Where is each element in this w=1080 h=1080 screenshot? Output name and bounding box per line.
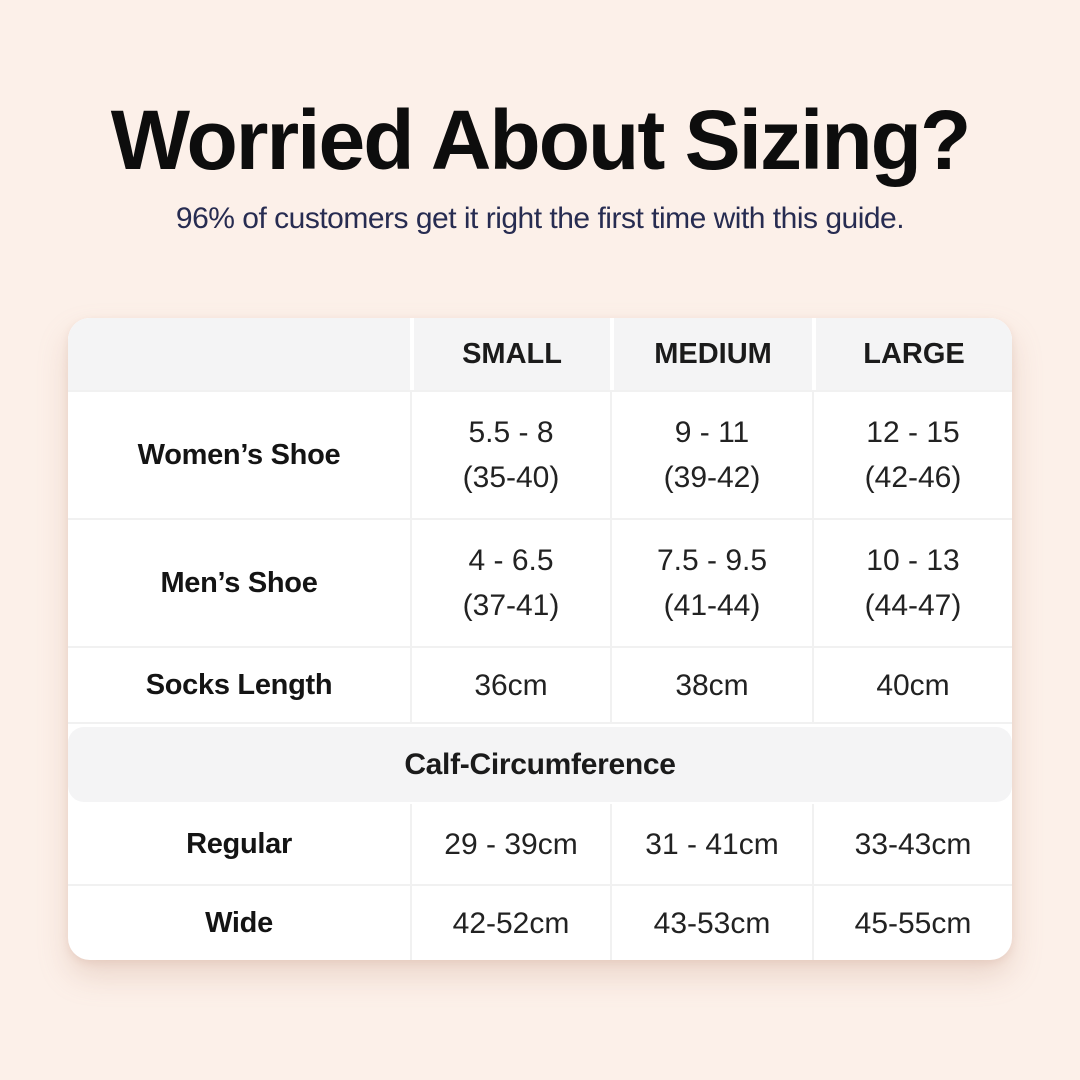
header-cell-empty [68, 318, 410, 390]
table-cell: 4 - 6.5 (37-41) [410, 520, 610, 646]
socks-length-value: 38cm [675, 668, 749, 702]
size-table: SMALL MEDIUM LARGE Women’s Shoe 5.5 - 8 … [68, 318, 1012, 960]
shoe-size-eu: (35-40) [462, 461, 560, 494]
calf-range-value: 31 - 41cm [645, 827, 779, 861]
row-label: Men’s Shoe [160, 566, 318, 599]
table-cell: 9 - 11 (39-42) [610, 392, 812, 518]
shoe-size-us: 7.5 - 9.5 [656, 544, 768, 577]
size-table-header-row: SMALL MEDIUM LARGE [68, 318, 1012, 390]
table-cell: 7.5 - 9.5 (41-44) [610, 520, 812, 646]
section-band-wrap: Calf-Circumference [68, 722, 1012, 804]
socks-length-value: 36cm [474, 668, 548, 702]
table-cell: 45-55cm [812, 886, 1012, 960]
calf-range-value: 33-43cm [854, 827, 972, 861]
table-cell: 33-43cm [812, 804, 1012, 884]
table-row-socks-length: Socks Length 36cm 38cm 40cm [68, 646, 1012, 722]
table-row-wide: Wide 42-52cm 43-53cm 45-55cm [68, 884, 1012, 960]
page-subtitle: 96% of customers get it right the first … [175, 202, 905, 236]
socks-length-value: 40cm [876, 668, 950, 702]
shoe-size-eu: (37-41) [462, 589, 560, 622]
calf-range-value: 45-55cm [854, 906, 972, 940]
header-cell-medium: MEDIUM [610, 318, 812, 390]
row-label: Wide [205, 906, 273, 939]
table-cell: 42-52cm [410, 886, 610, 960]
shoe-size-eu: (41-44) [663, 589, 761, 622]
shoe-size-us: 10 - 13 [866, 544, 960, 577]
table-cell: 12 - 15 (42-46) [812, 392, 1012, 518]
shoe-size-us: 5.5 - 8 [468, 416, 554, 449]
shoe-size-us: 12 - 15 [866, 416, 960, 449]
table-cell: 38cm [610, 648, 812, 722]
table-cell: 5.5 - 8 (35-40) [410, 392, 610, 518]
hero-section: Worried About Sizing? 96% of customers g… [0, 0, 1080, 236]
shoe-size-eu: (39-42) [663, 461, 761, 494]
calf-range-value: 29 - 39cm [444, 827, 578, 861]
table-cell: 36cm [410, 648, 610, 722]
calf-range-value: 43-53cm [653, 906, 771, 940]
row-label: Regular [186, 827, 292, 860]
row-label: Women’s Shoe [137, 438, 341, 471]
shoe-size-us: 9 - 11 [674, 416, 750, 449]
table-row-mens-shoe: Men’s Shoe 4 - 6.5 (37-41) 7.5 - 9.5 (41… [68, 518, 1012, 646]
calf-range-value: 42-52cm [452, 906, 570, 940]
table-cell: 10 - 13 (44-47) [812, 520, 1012, 646]
table-row-womens-shoe: Women’s Shoe 5.5 - 8 (35-40) 9 - 11 (39-… [68, 390, 1012, 518]
row-label: Socks Length [145, 668, 333, 701]
header-cell-large: LARGE [812, 318, 1012, 390]
header-cell-small: SMALL [410, 318, 610, 390]
table-cell: 29 - 39cm [410, 804, 610, 884]
shoe-size-eu: (44-47) [864, 589, 962, 622]
table-row-regular: Regular 29 - 39cm 31 - 41cm 33-43cm [68, 804, 1012, 884]
table-cell: 31 - 41cm [610, 804, 812, 884]
page-title: Worried About Sizing? [110, 93, 972, 187]
table-cell: 43-53cm [610, 886, 812, 960]
table-cell: 40cm [812, 648, 1012, 722]
shoe-size-eu: (42-46) [864, 461, 962, 494]
section-header-calf-circumference: Calf-Circumference [68, 727, 1012, 802]
shoe-size-us: 4 - 6.5 [468, 544, 554, 577]
